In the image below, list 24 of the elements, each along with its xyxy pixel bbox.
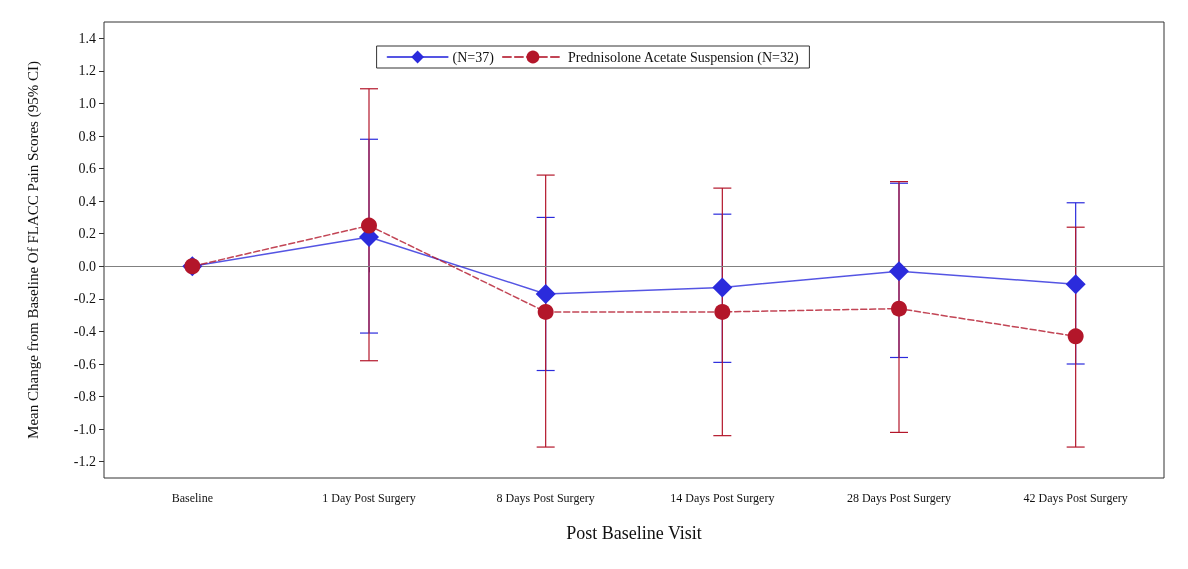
y-tick-label: 0.2 bbox=[78, 226, 96, 242]
legend-label: Prednisolone Acetate Suspension (N=32) bbox=[567, 49, 799, 66]
x-tick-label: 1 Day Post Surgery bbox=[322, 491, 416, 505]
y-tick-label: -0.2 bbox=[73, 291, 96, 307]
y-tick-label: -1.2 bbox=[73, 454, 96, 470]
x-tick-label: 42 Days Post Surgery bbox=[1023, 491, 1128, 505]
y-tick-label: -0.4 bbox=[73, 323, 96, 339]
y-tick-label: 0.6 bbox=[78, 161, 96, 177]
y-tick-label: 1.0 bbox=[78, 95, 96, 111]
y-tick-label: 1.2 bbox=[78, 63, 96, 79]
y-tick-label: -0.8 bbox=[73, 389, 96, 405]
y-tick-label: 0.4 bbox=[78, 193, 96, 209]
x-tick-label: 28 Days Post Surgery bbox=[846, 491, 952, 505]
y-tick-label: -0.6 bbox=[73, 356, 96, 372]
y-tick-label: 0.0 bbox=[78, 258, 96, 274]
x-tick-label: 14 Days Post Surgery bbox=[670, 491, 775, 505]
y-tick-label: 0.8 bbox=[78, 128, 96, 144]
x-axis-title: Post Baseline Visit bbox=[566, 523, 702, 543]
x-tick-label: 8 Days Post Surgery bbox=[496, 491, 595, 505]
legend-label: (N=37) bbox=[452, 49, 495, 66]
y-tick-label: -1.0 bbox=[73, 421, 96, 437]
y-tick-label: 1.4 bbox=[78, 30, 96, 46]
y-axis-title: Mean Change from Baseline Of FLACC Pain Scores (95% CI) bbox=[24, 61, 42, 439]
x-tick-label: Baseline bbox=[171, 491, 213, 505]
